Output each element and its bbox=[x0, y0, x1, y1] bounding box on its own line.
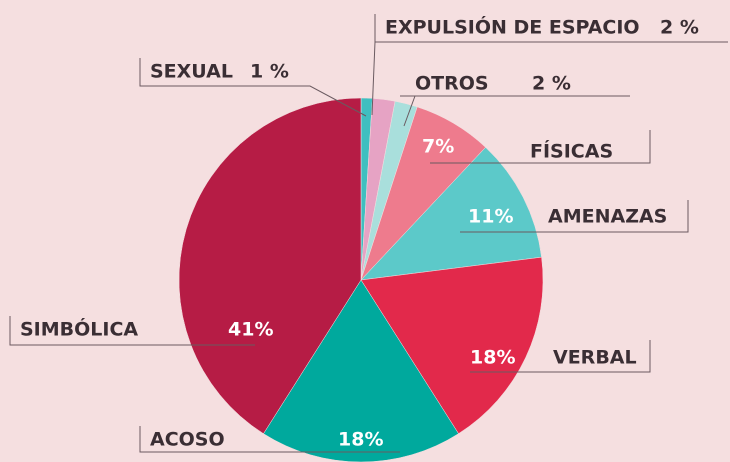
leader-line bbox=[139, 58, 367, 117]
leader-line bbox=[470, 340, 651, 373]
slice-name: SEXUAL bbox=[150, 61, 233, 83]
slice-name: VERBAL bbox=[553, 347, 637, 369]
slice-name: SIMBÓLICA bbox=[20, 317, 138, 341]
slice-value: 11% bbox=[468, 206, 513, 228]
slice-name: FÍSICAS bbox=[530, 140, 613, 163]
slice-value: 1 % bbox=[250, 61, 289, 83]
slice-name: EXPULSIÓN DE ESPACIO bbox=[385, 15, 640, 39]
slice-value: 2 % bbox=[532, 73, 571, 95]
slice-value: 2 % bbox=[660, 17, 699, 39]
slice-name: ACOSO bbox=[150, 429, 225, 451]
slice-value: 18% bbox=[470, 347, 515, 369]
pie-slice bbox=[360, 256, 544, 435]
leader-line bbox=[430, 130, 651, 164]
leader-line bbox=[460, 200, 689, 233]
leader-line bbox=[139, 426, 400, 453]
slice-value: 41% bbox=[228, 319, 273, 341]
pie-slice bbox=[360, 146, 542, 281]
leader-line bbox=[9, 316, 255, 346]
slice-value: 7% bbox=[422, 136, 454, 158]
pie-slice bbox=[178, 97, 362, 435]
slice-value: 18% bbox=[338, 429, 383, 451]
leader-line bbox=[371, 14, 728, 116]
leader-line bbox=[400, 95, 630, 127]
slice-name: OTROS bbox=[415, 73, 489, 95]
slice-name: AMENAZAS bbox=[548, 206, 667, 228]
